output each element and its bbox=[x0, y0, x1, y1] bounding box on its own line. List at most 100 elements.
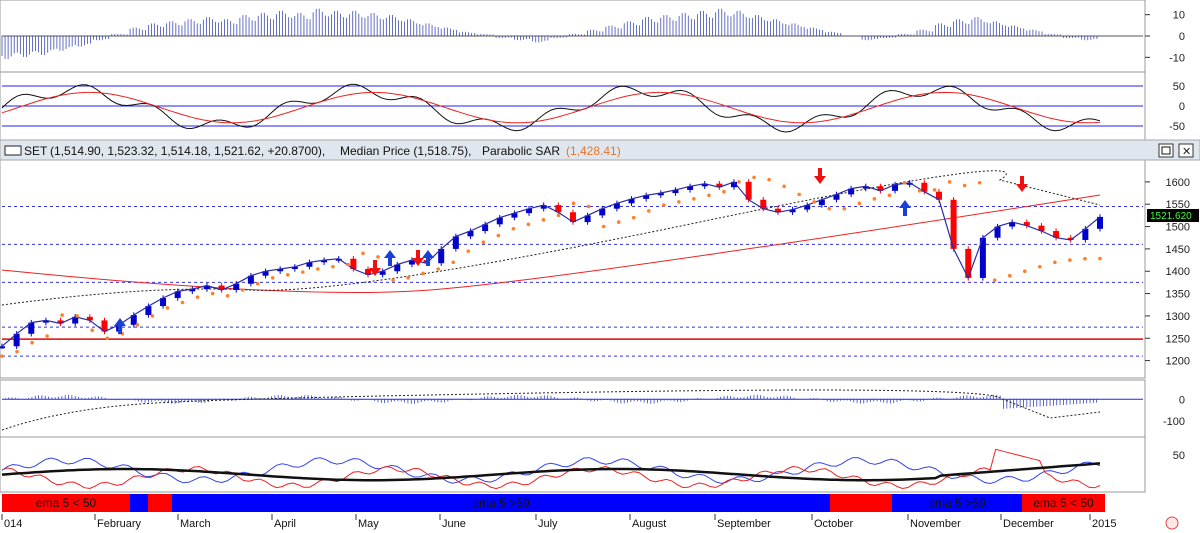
price-bar-body bbox=[130, 315, 137, 325]
sar-dot bbox=[406, 276, 410, 280]
sar-dot bbox=[586, 204, 591, 209]
sar-dot bbox=[722, 189, 726, 194]
price-bar-body bbox=[935, 191, 942, 200]
title-median: Median Price (1,518.75), bbox=[340, 144, 471, 158]
month-label: February bbox=[97, 518, 142, 530]
sar-dot bbox=[30, 340, 34, 345]
sar-dot bbox=[240, 288, 245, 292]
sar-dot bbox=[481, 240, 486, 244]
sar-dot bbox=[270, 276, 275, 280]
regime-label: ema 5 < 50 bbox=[1033, 496, 1094, 510]
price-bar-body bbox=[789, 209, 796, 213]
y-tick-label: 0 bbox=[1179, 394, 1185, 406]
sar-dot bbox=[857, 201, 862, 206]
sar-dot bbox=[301, 270, 305, 274]
price-bar-body bbox=[877, 186, 884, 191]
adx-plus-di-line bbox=[1, 457, 1101, 485]
sar-dot bbox=[75, 314, 80, 318]
close-button[interactable] bbox=[1178, 143, 1194, 158]
sar-dot bbox=[677, 200, 681, 204]
price-bar-body bbox=[291, 266, 298, 269]
sar-dot bbox=[902, 180, 907, 185]
sar-dot bbox=[105, 336, 110, 341]
sar-dot bbox=[180, 300, 185, 305]
sar-dot bbox=[827, 206, 832, 211]
price-bar-body bbox=[247, 275, 254, 284]
price-bar-body bbox=[672, 189, 679, 194]
price-bar-body bbox=[438, 248, 445, 264]
price-bar-body bbox=[599, 208, 606, 216]
sar-dot bbox=[842, 206, 847, 211]
month-label: December bbox=[1003, 518, 1054, 530]
sar-dot bbox=[210, 291, 215, 296]
sar-dot bbox=[195, 295, 200, 299]
regime-label: ema 5 < 50 bbox=[36, 496, 97, 510]
sar-dot bbox=[707, 193, 711, 198]
price-bar-body bbox=[321, 260, 328, 263]
sar-dot bbox=[992, 278, 997, 282]
price-bar-body bbox=[379, 271, 386, 275]
sar-dot bbox=[1053, 260, 1057, 265]
price-bar-body bbox=[218, 285, 225, 290]
price-bar-body bbox=[701, 183, 708, 187]
y-tick-label: 50 bbox=[1173, 81, 1185, 93]
sar-dot bbox=[391, 278, 395, 282]
price-bar-body bbox=[1067, 237, 1074, 240]
title-sar-value: (1,428.41) bbox=[566, 144, 621, 158]
y-tick-label: 10 bbox=[1173, 10, 1185, 22]
month-label: March bbox=[180, 518, 211, 530]
sar-dot bbox=[496, 233, 501, 238]
buy-arrow-icon bbox=[422, 250, 434, 266]
y-tick-label: 1450 bbox=[1166, 244, 1190, 256]
y-tick-label: 1600 bbox=[1166, 177, 1190, 189]
y-tick-label: 0 bbox=[1179, 101, 1185, 113]
sar-dot bbox=[782, 184, 786, 189]
month-label: April bbox=[274, 518, 296, 530]
price-bar-body bbox=[731, 181, 737, 188]
month-label: 014 bbox=[4, 518, 22, 530]
regime-label: ema 5 >50 bbox=[928, 496, 985, 510]
y-tick-label: 1250 bbox=[1166, 333, 1190, 345]
sar-dot bbox=[631, 215, 636, 220]
price-bar-body bbox=[906, 182, 913, 185]
price-bar-body bbox=[233, 283, 240, 290]
sar-dot bbox=[135, 323, 140, 327]
title-ohlc: (1,514.90, 1,523.32, 1,514.18, 1,521.62,… bbox=[50, 144, 325, 158]
sar-dot bbox=[1068, 258, 1072, 262]
stoch-k-line bbox=[1, 83, 1101, 133]
regime-segment bbox=[892, 494, 1022, 512]
sar-dot bbox=[316, 267, 320, 271]
price-bar-body bbox=[716, 183, 723, 188]
month-label: September bbox=[717, 518, 771, 530]
sar-dot bbox=[60, 313, 64, 317]
stoch-d-line bbox=[1, 91, 1101, 124]
sar-dot bbox=[1038, 264, 1042, 269]
price-bar-body bbox=[145, 306, 152, 316]
price-bar-body bbox=[950, 199, 957, 249]
price-bar-body bbox=[57, 320, 64, 324]
price-bar-body bbox=[569, 212, 576, 223]
maximize-button[interactable] bbox=[1158, 143, 1174, 158]
macd-signal-line bbox=[1, 389, 1101, 431]
month-label: 2015 bbox=[1092, 518, 1116, 530]
price-bar-body bbox=[0, 346, 5, 349]
price-bar-body bbox=[1009, 222, 1016, 227]
price-bar-body bbox=[1053, 231, 1060, 238]
series-legend-icon bbox=[4, 145, 22, 156]
price-bar-body bbox=[262, 271, 269, 276]
price-bar-body bbox=[1038, 225, 1045, 232]
sar-dot bbox=[150, 314, 155, 318]
settings-icon[interactable] bbox=[1165, 516, 1179, 530]
month-label: July bbox=[538, 518, 558, 530]
sar-dot bbox=[421, 271, 425, 276]
sar-dot bbox=[436, 267, 440, 271]
y-tick-label: 1200 bbox=[1166, 356, 1190, 368]
price-bar-body bbox=[189, 289, 196, 292]
price-bar-body bbox=[1082, 228, 1089, 240]
sar-dot bbox=[466, 249, 471, 253]
sar-dot bbox=[556, 213, 561, 218]
price-bar-body bbox=[72, 316, 79, 324]
moving-average-50 bbox=[1, 170, 1101, 306]
month-label: October bbox=[814, 518, 853, 530]
sar-dot bbox=[571, 201, 576, 206]
